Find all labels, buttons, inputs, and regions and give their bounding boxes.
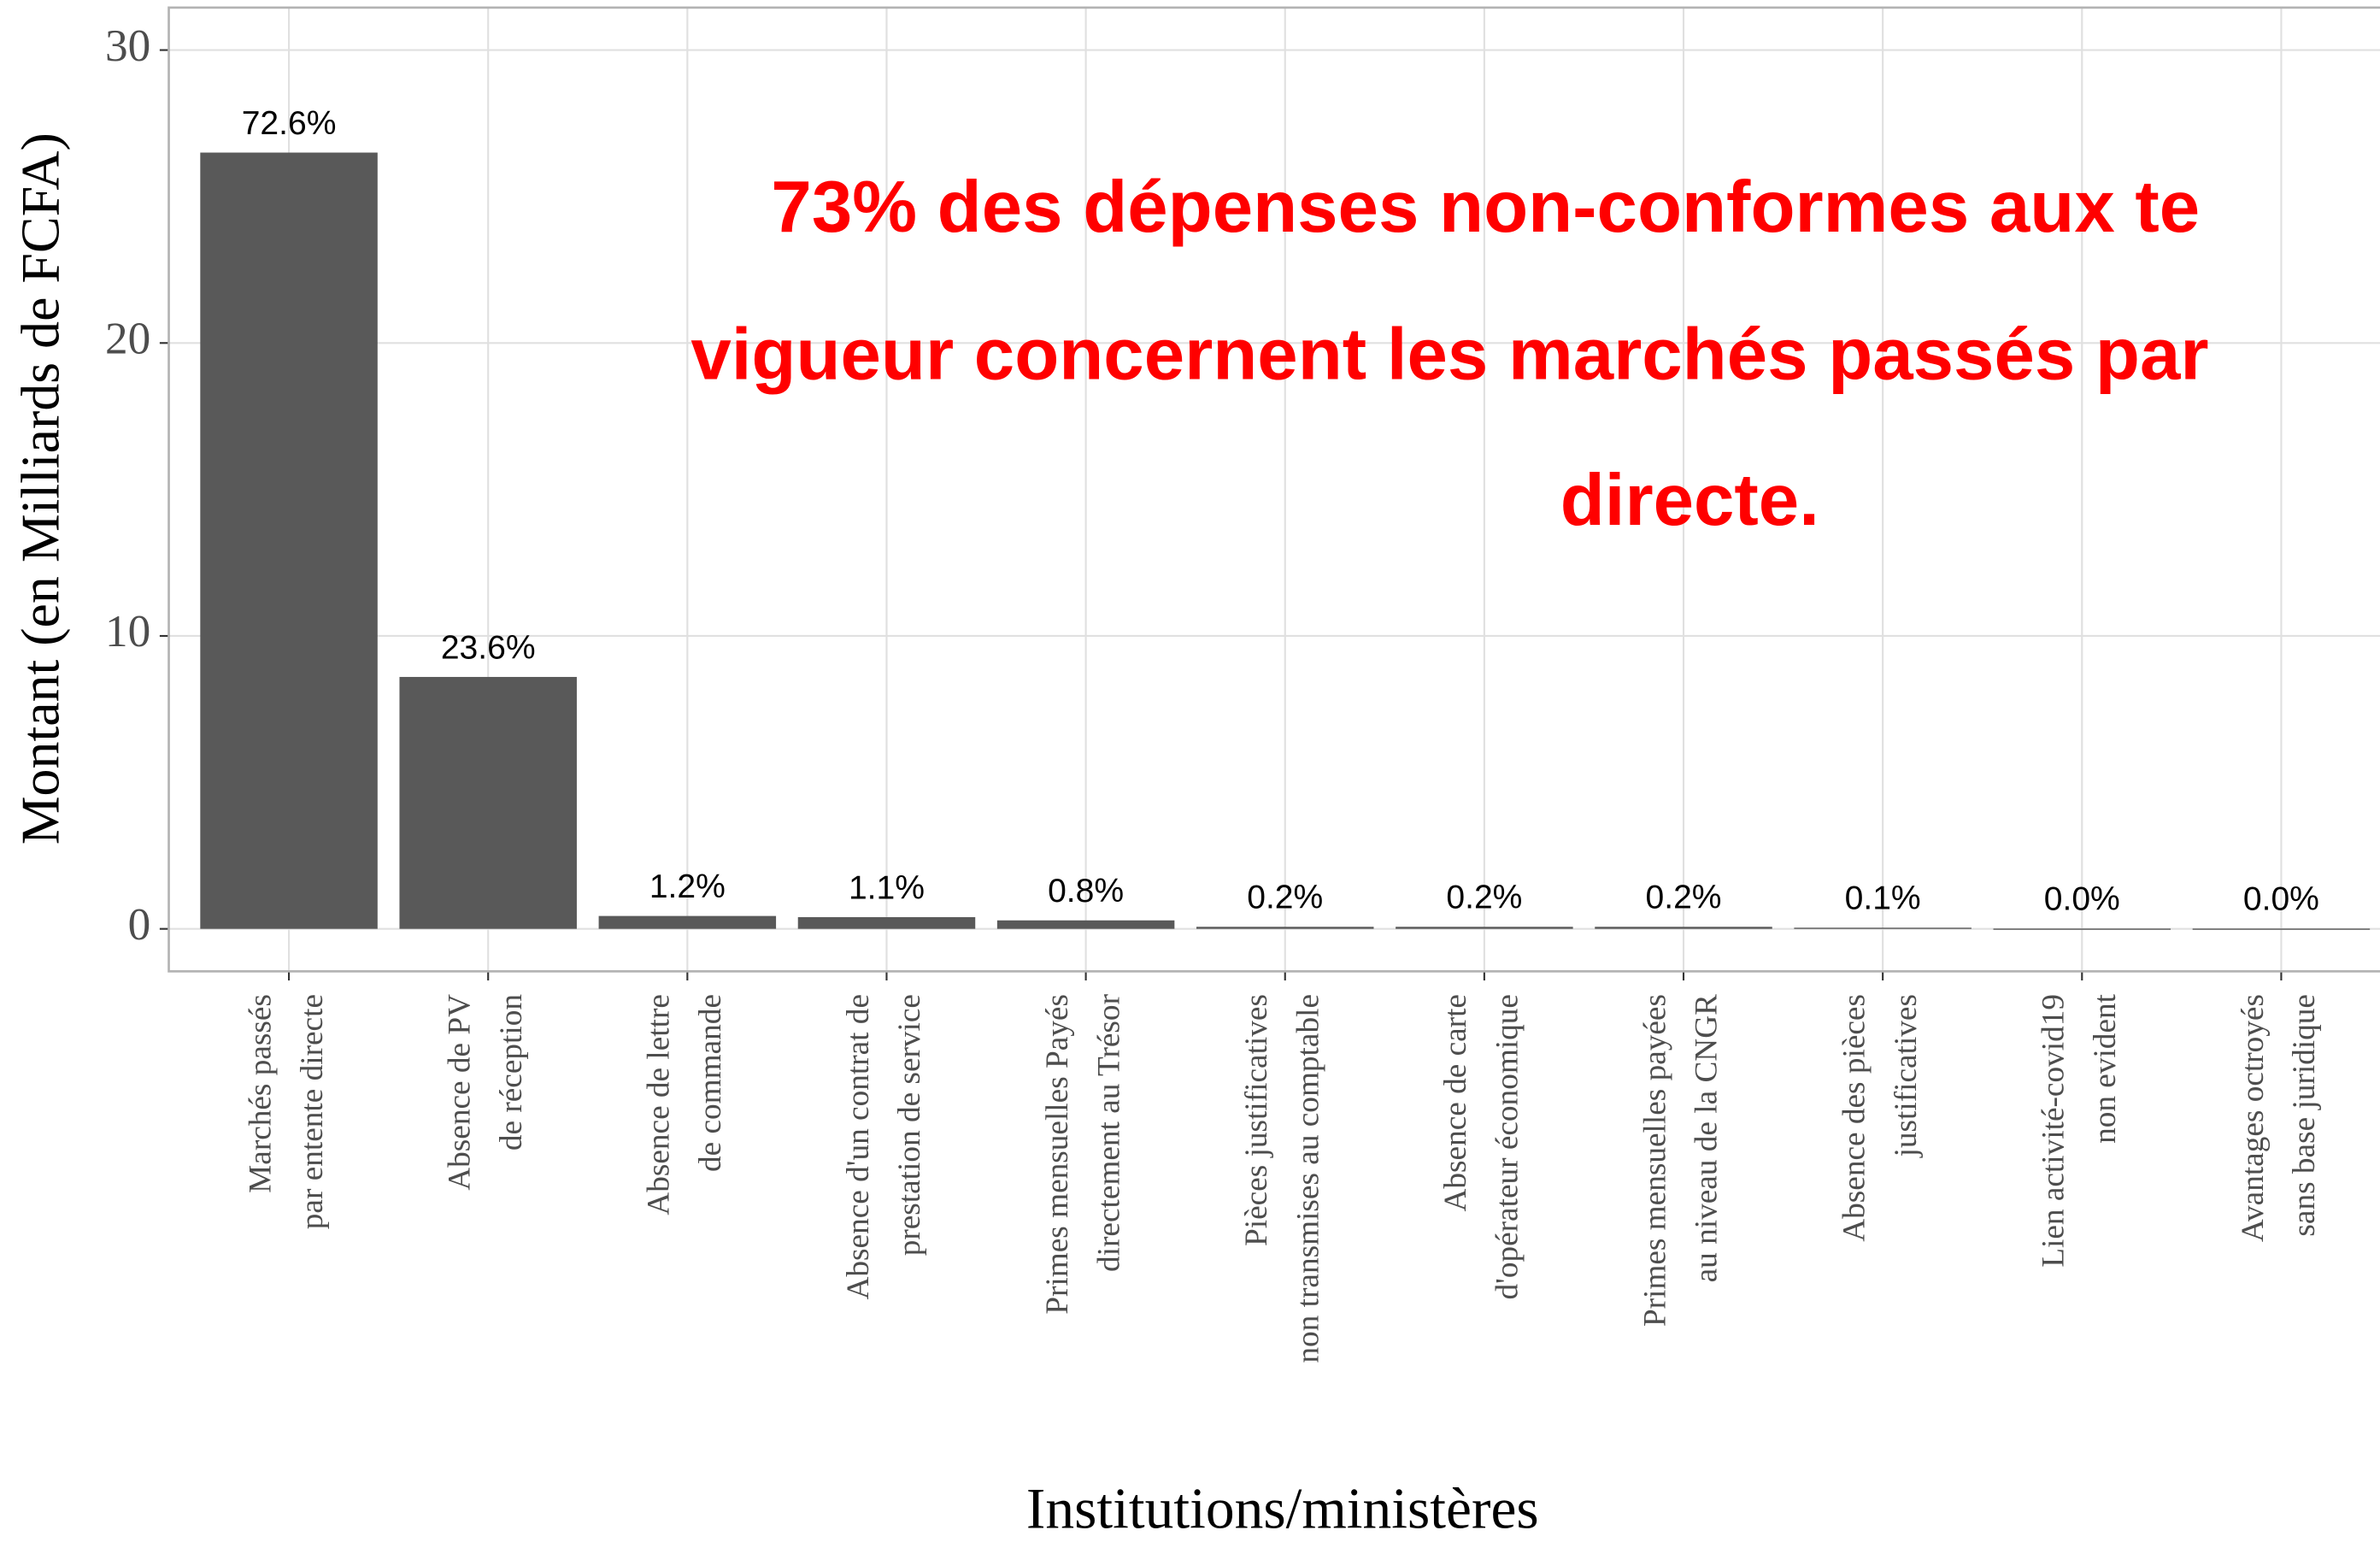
x-tick-label: d'opérateur économique [1490, 994, 1525, 1299]
x-tick-label: Primes mensuelles Payés [1040, 994, 1075, 1315]
x-tick-label: non evident [2088, 993, 2123, 1144]
bar [996, 920, 1175, 929]
x-tick-label: Absence d'un contrat de [841, 994, 876, 1300]
plot-border [167, 6, 2380, 973]
x-tick-label: par entente directe [295, 994, 330, 1229]
x-tick-label: non transmises au comptable [1290, 994, 1325, 1363]
x-tick-label: Absence des pièces [1837, 994, 1872, 1242]
x-tick-label: Avantages octroyés [2236, 994, 2271, 1242]
x-tick-label: Marchés passés [243, 994, 278, 1193]
x-tick-label: Primes mensuelles payées [1637, 994, 1672, 1327]
value-label: 0.2% [1446, 880, 1522, 916]
value-label: 0.2% [1247, 880, 1323, 916]
x-tick-label: Absence de carte [1438, 994, 1473, 1212]
value-label: 72.6% [242, 105, 337, 142]
annotation: vigueur concernent les marchés passés pa… [690, 314, 2208, 395]
x-tick-label: Absence de PV [443, 994, 478, 1191]
bar [200, 152, 378, 929]
value-label: 0.1% [1845, 880, 1921, 917]
x-axis-title: Institutions/ministères [1026, 1477, 1539, 1541]
y-tick-label: 10 [105, 606, 150, 656]
bar [1196, 927, 1374, 929]
value-label: 0.2% [1646, 880, 1722, 916]
x-tick-label: Absence de lettre [642, 994, 677, 1215]
value-label: 1.1% [849, 869, 925, 906]
x-tick-label: prestation de service [892, 994, 927, 1256]
value-label: 0.8% [1048, 873, 1124, 909]
y-tick-label: 20 [105, 313, 150, 363]
x-tick-label: justificatives [1889, 994, 1924, 1158]
bar [598, 915, 777, 929]
value-label: 23.6% [441, 629, 536, 666]
y-axis-title: Montant (en Milliards de FCFA) [9, 132, 70, 845]
x-tick-label: de commande [693, 994, 728, 1172]
x-tick-label: Pièces justificatives [1239, 994, 1274, 1246]
x-tick-label: sans base juridique [2287, 994, 2322, 1237]
bar [797, 916, 976, 929]
x-tick-label: au niveau de la CNGR [1690, 994, 1725, 1283]
value-label: 0.0% [2243, 881, 2319, 918]
bar [1396, 927, 1573, 929]
grid [168, 7, 2380, 972]
x-tick-label: directement au Trésor [1091, 993, 1126, 1272]
annotation: 73% des dépenses non-conformes aux te [771, 167, 2200, 248]
x-tick-label: de réception [494, 994, 529, 1151]
y-tick-label: 30 [105, 21, 150, 71]
value-label: 1.2% [649, 868, 726, 905]
bar [1794, 927, 1972, 929]
value-label: 0.0% [2044, 881, 2120, 918]
bar [1993, 928, 2171, 930]
bar [2192, 928, 2371, 930]
annotation: directe. [1560, 460, 1819, 541]
y-tick-label: 0 [128, 899, 151, 950]
bar [1595, 927, 1772, 929]
x-tick-label: Lien activité-covid19 [2036, 994, 2071, 1268]
bar [399, 676, 577, 929]
